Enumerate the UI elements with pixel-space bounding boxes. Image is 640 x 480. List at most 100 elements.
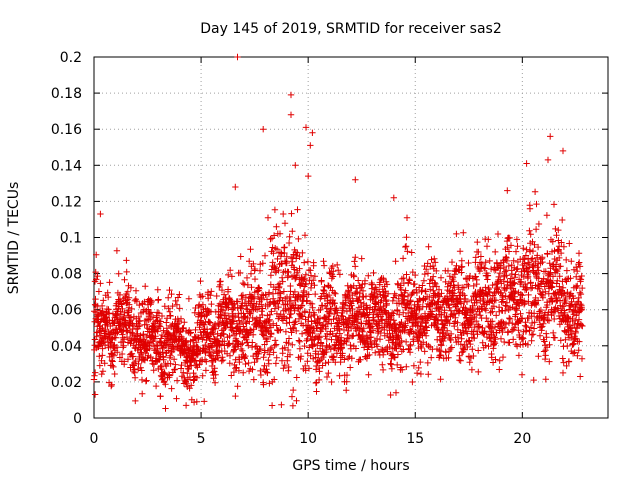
data-point: [439, 329, 446, 336]
data-point: [123, 257, 130, 264]
data-point: [422, 323, 430, 330]
data-point: [571, 335, 578, 342]
data-point: [212, 371, 219, 378]
data-point: [442, 278, 449, 286]
data-point: [422, 332, 430, 339]
data-point: [503, 285, 510, 292]
data-point: [347, 324, 355, 332]
data-point: [157, 393, 164, 400]
data-point: [505, 248, 513, 255]
data-point: [155, 310, 163, 317]
data-point: [456, 248, 464, 255]
data-point: [430, 273, 437, 280]
data-point: [168, 290, 175, 298]
data-point: [499, 298, 507, 305]
data-point: [264, 369, 271, 377]
data-point: [187, 329, 194, 336]
data-point: [211, 379, 219, 386]
data-point: [162, 405, 169, 412]
data-point: [225, 271, 232, 279]
data-point: [415, 364, 422, 372]
data-point: [342, 297, 350, 304]
data-point: [497, 276, 504, 283]
data-point: [529, 255, 536, 262]
data-point: [343, 371, 351, 379]
data-point: [513, 236, 521, 243]
data-point: [199, 293, 206, 300]
data-point: [203, 336, 210, 344]
data-point: [525, 291, 532, 299]
data-point: [271, 376, 278, 383]
data-point: [296, 253, 303, 260]
data-point: [301, 342, 308, 350]
data-point: [383, 300, 390, 307]
data-point: [107, 330, 114, 338]
data-point: [522, 280, 529, 288]
data-point: [560, 243, 568, 250]
data-point: [276, 283, 283, 291]
data-point: [394, 307, 401, 315]
data-point: [451, 310, 458, 317]
data-point: [250, 260, 257, 268]
data-point: [528, 331, 536, 339]
data-point: [467, 340, 474, 348]
data-point: [360, 325, 367, 332]
data-point: [534, 252, 541, 259]
data-point: [576, 289, 584, 296]
data-point: [109, 358, 116, 365]
data-point: [100, 297, 107, 304]
data-point: [302, 124, 310, 131]
data-point: [350, 273, 358, 280]
x-tick-label: 15: [406, 431, 424, 447]
data-point: [192, 304, 199, 312]
data-point: [266, 311, 274, 318]
data-point: [486, 257, 493, 265]
data-point: [388, 361, 395, 368]
data-point: [512, 305, 519, 313]
data-point: [304, 258, 312, 265]
y-tick-label: 0.04: [51, 339, 82, 355]
data-point: [347, 364, 354, 371]
data-point: [553, 232, 560, 239]
data-point: [124, 356, 132, 363]
data-point: [98, 370, 105, 378]
data-point: [392, 389, 400, 396]
data-point: [339, 313, 346, 320]
data-point: [186, 385, 193, 392]
data-point: [111, 370, 118, 378]
data-point: [160, 327, 167, 334]
data-point: [499, 353, 507, 361]
data-point: [464, 330, 471, 337]
data-point: [246, 318, 253, 325]
data-point: [216, 321, 223, 328]
data-point: [549, 273, 557, 280]
data-point: [343, 378, 350, 385]
y-tick-label: 0.08: [51, 267, 82, 283]
data-point: [503, 257, 511, 265]
data-point: [558, 239, 565, 246]
data-point: [257, 345, 264, 353]
data-point: [310, 262, 317, 269]
data-point: [146, 345, 153, 352]
data-point: [579, 322, 586, 330]
data-point: [336, 330, 343, 337]
data-point: [510, 257, 517, 264]
data-point: [227, 267, 234, 274]
data-point: [527, 285, 535, 292]
data-point: [270, 250, 277, 257]
data-point: [322, 359, 329, 367]
data-point: [96, 353, 103, 360]
data-point: [427, 263, 434, 270]
data-point: [572, 329, 579, 337]
data-point: [328, 336, 335, 343]
data-point: [296, 345, 304, 352]
data-point: [521, 260, 528, 267]
data-point: [193, 374, 201, 381]
data-point: [263, 366, 270, 373]
data-point: [271, 299, 278, 306]
data-point: [250, 376, 257, 383]
data-point: [559, 369, 567, 377]
data-point: [271, 206, 279, 213]
data-point: [281, 361, 288, 369]
data-point: [458, 335, 465, 342]
